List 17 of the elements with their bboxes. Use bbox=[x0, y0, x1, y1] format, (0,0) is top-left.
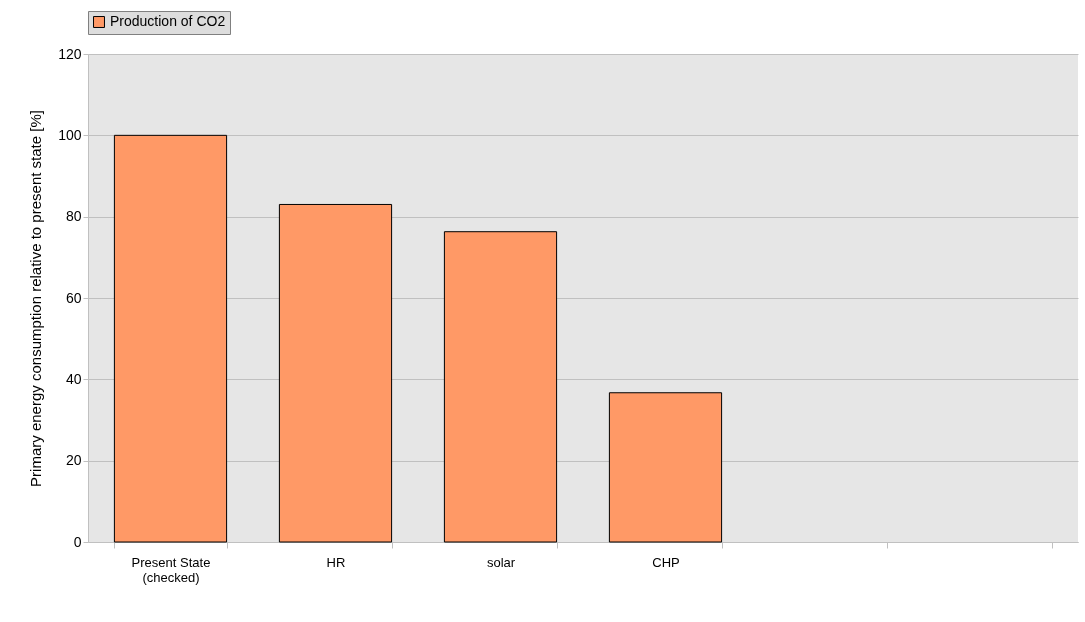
y-tick-label: 40 bbox=[65, 370, 82, 387]
y-tick-label: 100 bbox=[58, 126, 82, 143]
x-tick-label: Present State (checked) bbox=[131, 554, 211, 585]
bar bbox=[113, 134, 228, 543]
y-tick-label: 0 bbox=[73, 533, 82, 550]
x-tick-label: solar bbox=[486, 554, 516, 570]
y-tick-label: 60 bbox=[65, 289, 82, 306]
x-tick-label: CHP bbox=[652, 554, 680, 570]
legend-label: Production of CO2 bbox=[110, 13, 226, 29]
y-tick-label: 120 bbox=[58, 45, 82, 62]
y-tick-label: 20 bbox=[65, 452, 82, 469]
bar bbox=[608, 392, 723, 543]
bar bbox=[278, 203, 393, 543]
y-tick-label: 80 bbox=[65, 208, 82, 225]
y-axis-title: Primary energy consumption relative to present state [%] bbox=[27, 110, 45, 487]
bar bbox=[443, 231, 558, 543]
x-tick-label: HR bbox=[326, 554, 346, 570]
